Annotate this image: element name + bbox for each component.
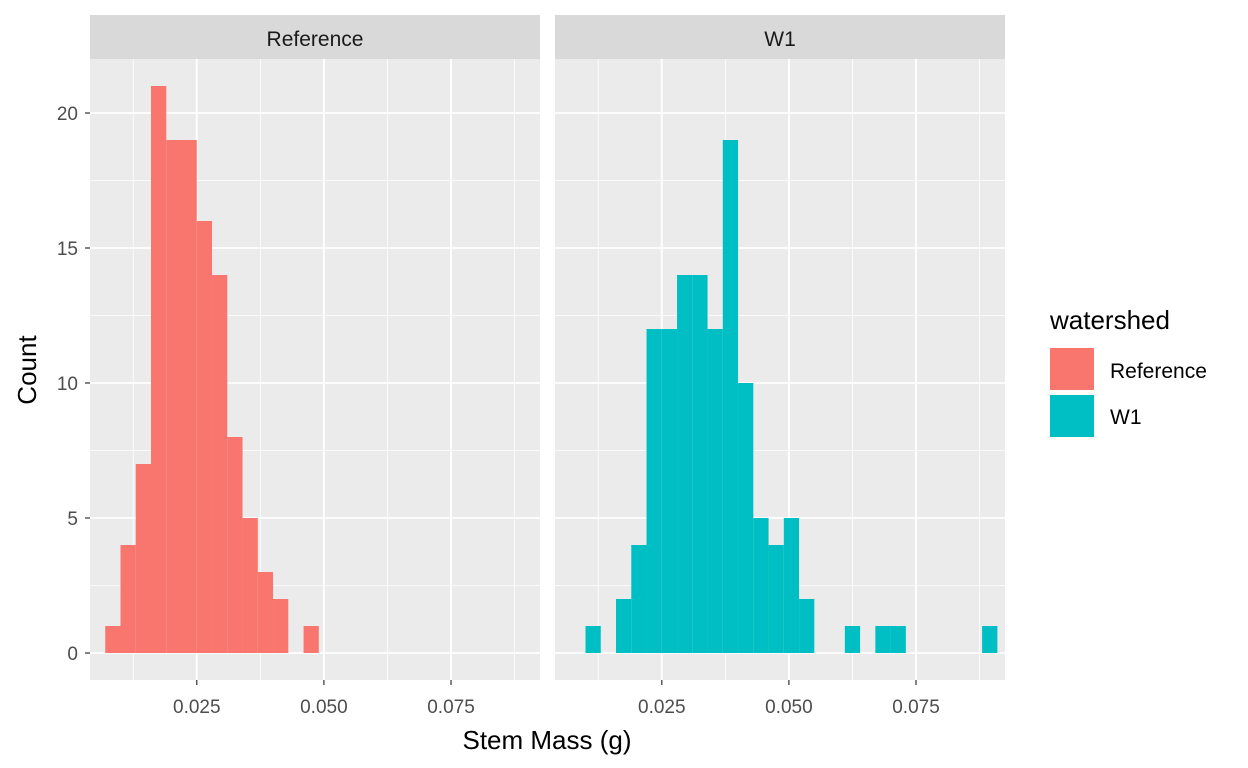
legend-key-reference bbox=[1050, 348, 1094, 390]
y-axis-title: Count bbox=[12, 335, 42, 405]
x-tick-label: 0.025 bbox=[173, 697, 221, 718]
histogram-bar bbox=[151, 86, 167, 653]
histogram-bar bbox=[646, 329, 662, 653]
y-tick-label: 10 bbox=[57, 374, 78, 395]
x-tick-label: 0.050 bbox=[765, 697, 813, 718]
x-tick-label: 0.075 bbox=[892, 697, 940, 718]
x-axis-title: Stem Mass (g) bbox=[462, 725, 631, 755]
legend-title: watershed bbox=[1049, 305, 1170, 335]
panel-reference: Reference bbox=[90, 15, 540, 680]
histogram-bar bbox=[631, 545, 647, 653]
histogram-bar bbox=[844, 626, 861, 653]
panel-w1: W1 bbox=[555, 15, 1005, 680]
histogram-bar bbox=[303, 626, 319, 653]
histogram-bar bbox=[982, 626, 998, 653]
histogram-bar bbox=[722, 140, 739, 653]
histogram-bar bbox=[257, 572, 274, 653]
histogram-bar bbox=[707, 329, 723, 653]
histogram-bar bbox=[120, 545, 136, 653]
histogram-bar bbox=[753, 518, 769, 653]
y-tick-label: 15 bbox=[57, 239, 78, 260]
histogram-bar bbox=[227, 437, 243, 653]
histogram-bar bbox=[181, 140, 197, 653]
strip-label-w1: W1 bbox=[764, 28, 796, 51]
histogram-bar bbox=[875, 626, 891, 653]
legend-key-w1 bbox=[1050, 395, 1094, 437]
histogram-bar bbox=[585, 626, 601, 653]
histogram-bar bbox=[677, 275, 693, 653]
x-axis: 0.025 0.050 0.075 0.025 0.050 0.075 bbox=[173, 680, 940, 718]
legend-label-w1: W1 bbox=[1110, 406, 1142, 429]
strip-label-reference: Reference bbox=[267, 28, 364, 51]
histogram-bar bbox=[196, 221, 213, 653]
histogram-bar bbox=[135, 464, 152, 653]
strip-w1 bbox=[555, 15, 1005, 59]
histogram-bar bbox=[890, 626, 906, 653]
histogram-bar bbox=[799, 599, 815, 653]
y-axis: 0 5 10 15 20 bbox=[57, 104, 90, 665]
x-tick-label: 0.050 bbox=[300, 697, 348, 718]
histogram-bar bbox=[166, 140, 182, 653]
histogram-bar bbox=[661, 329, 678, 653]
x-tick-label: 0.075 bbox=[427, 697, 475, 718]
legend: watershed Reference W1 bbox=[1049, 305, 1207, 437]
histogram-bar bbox=[212, 275, 228, 653]
y-tick-label: 5 bbox=[67, 509, 78, 530]
histogram-bar bbox=[738, 383, 754, 653]
legend-label-reference: Reference bbox=[1110, 360, 1207, 383]
histogram-bar bbox=[616, 599, 632, 653]
histogram-bar bbox=[783, 518, 800, 653]
panels-layer: Reference W1 bbox=[90, 15, 1005, 680]
y-tick-label: 0 bbox=[67, 644, 78, 665]
x-tick-label: 0.025 bbox=[638, 697, 686, 718]
histogram-bar bbox=[692, 275, 708, 653]
histogram-bar bbox=[242, 518, 258, 653]
strip-reference bbox=[90, 15, 540, 59]
histogram-bar bbox=[105, 626, 121, 653]
y-tick-label: 20 bbox=[57, 104, 78, 125]
histogram-bar bbox=[768, 545, 784, 653]
histogram-bar bbox=[273, 599, 289, 653]
